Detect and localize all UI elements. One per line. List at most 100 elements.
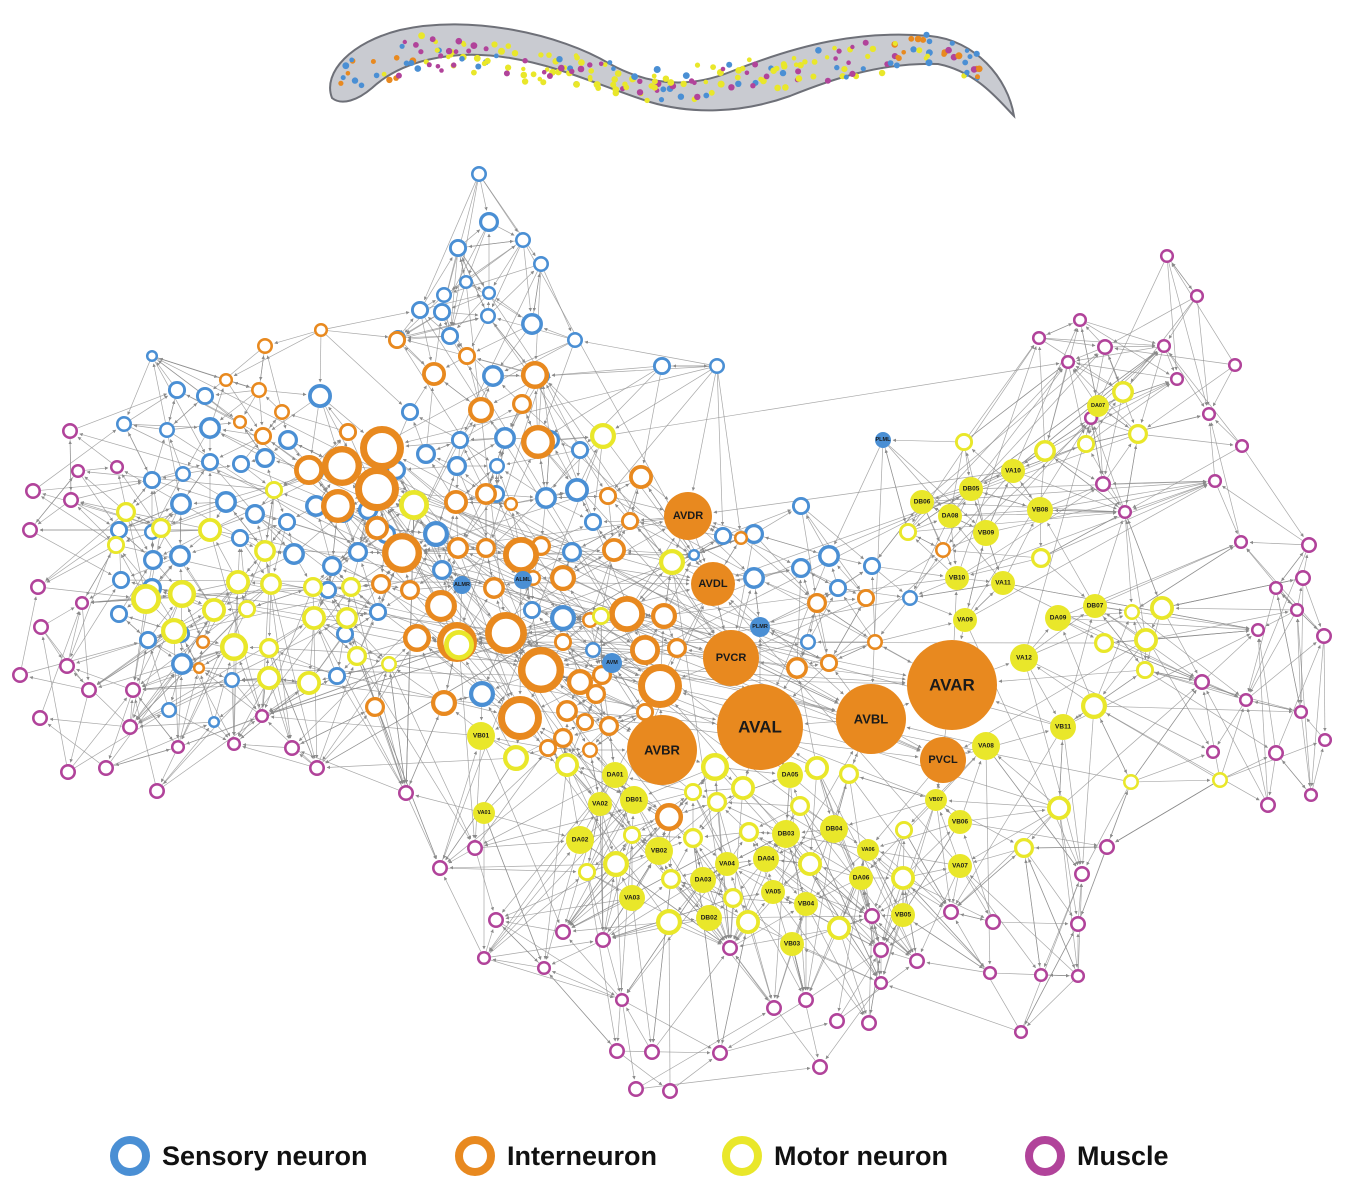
worm-cell-dot [780,61,787,68]
network-edge [451,295,483,309]
network-edge [853,751,859,764]
muscle-node [1095,475,1112,492]
network-edge [127,361,151,416]
motor-neuron-node [722,887,743,908]
node-label-pvcr: PVCR [716,652,747,664]
network-edge [1104,402,1122,475]
muscle-node [1072,312,1088,328]
worm-cell-dot [540,79,547,86]
sensory-neuron-node [348,541,369,562]
network-edge [882,622,952,641]
network-edge [615,504,625,515]
network-edge [1094,262,1165,411]
sensory-neuron-node [432,559,453,580]
worm-cell-dot [386,76,393,84]
node-avbr: AVBR [627,715,697,785]
network-edge [712,521,745,532]
worm-cell-dot [651,84,658,91]
worm-cell-dot [667,79,675,86]
muscle-node [1205,744,1221,760]
interneuron-node [549,564,576,591]
network-edge [266,500,274,541]
node-label-alml: ALML [515,577,531,583]
motor-neuron-node [1212,771,1229,788]
interneuron-node [431,689,458,716]
network-edge [765,536,819,554]
muscle-node [1031,330,1047,346]
worm-cell-dot [473,54,481,62]
muscle-node [397,784,414,801]
worm-cell-dot [862,39,869,46]
network-edge [708,527,714,531]
motor-neuron-node [1034,440,1056,462]
worm-cell-dot [471,69,477,76]
worm-cell-dot [901,50,906,55]
worm-cell-dot [869,45,877,53]
worm-cell-dot [491,41,498,48]
worm-cell-dot [832,45,837,51]
network-edge [727,1022,828,1052]
network-edge [1024,930,1075,1025]
motor-neuron-node [151,517,172,538]
worm-cell-dot [435,64,441,69]
sensory-neuron-node [161,701,178,718]
network-edge [584,457,603,487]
network-edge [160,594,167,599]
network-edge [37,504,65,525]
motor-neuron-node [1135,660,1155,680]
muscle-node [1289,602,1305,618]
worm-cell-dot [682,72,690,79]
network-edge [471,322,485,347]
network-edge [676,1058,713,1087]
network-edge [162,556,168,561]
sensory-neuron-node [584,641,601,658]
motor-neuron-node [301,606,326,631]
network-edge [1107,443,1132,478]
worm-cell-dot [955,52,963,60]
network-edge [688,649,704,654]
network-edge [276,460,295,467]
worm-cell-dot [962,59,969,66]
node-label-db02: DB02 [701,915,718,922]
network-edge [747,540,791,563]
interneuron-node [273,403,290,420]
network-edge [361,563,376,604]
network-edge [1029,855,1073,917]
node-va11: VA11 [991,571,1015,595]
network-edge [1217,487,1238,535]
network-edge [1105,545,1234,602]
network-edge [1106,706,1293,714]
motor-neuron-node [115,502,136,523]
network-edge [807,511,864,560]
network-edge [1048,564,1085,597]
worm-cell-dot [614,70,622,77]
network-edge [860,776,926,798]
interneuron-node [371,573,392,594]
worm-cell-dot [810,73,817,80]
network-edge [138,697,174,742]
network-edge [244,545,264,574]
motor-neuron-node [660,868,681,889]
network-edge [1090,402,1116,437]
network-edge [541,455,1036,708]
network-edge [1098,620,1129,695]
network-edge [326,758,504,770]
muscle-node [149,782,166,799]
node-label-avm: AVM [606,660,618,666]
network-edge [378,671,387,696]
network-edge [354,625,383,657]
network-edge [681,918,695,922]
sensory-neuron-node [143,549,164,570]
network-edge [469,553,516,577]
worm-cell-dot [914,35,922,43]
network-edge [464,422,473,433]
worm-cell-dot [537,76,543,82]
worm-cell-dot [850,44,855,50]
network-edge [555,502,584,518]
network-edge [150,650,168,703]
worm-cell-dot [403,60,410,67]
node-avdl: AVDL [691,562,735,606]
interneuron-node [475,483,497,505]
muscle-node [32,618,49,635]
legend-label-motor: Motor neuron [774,1140,948,1171]
